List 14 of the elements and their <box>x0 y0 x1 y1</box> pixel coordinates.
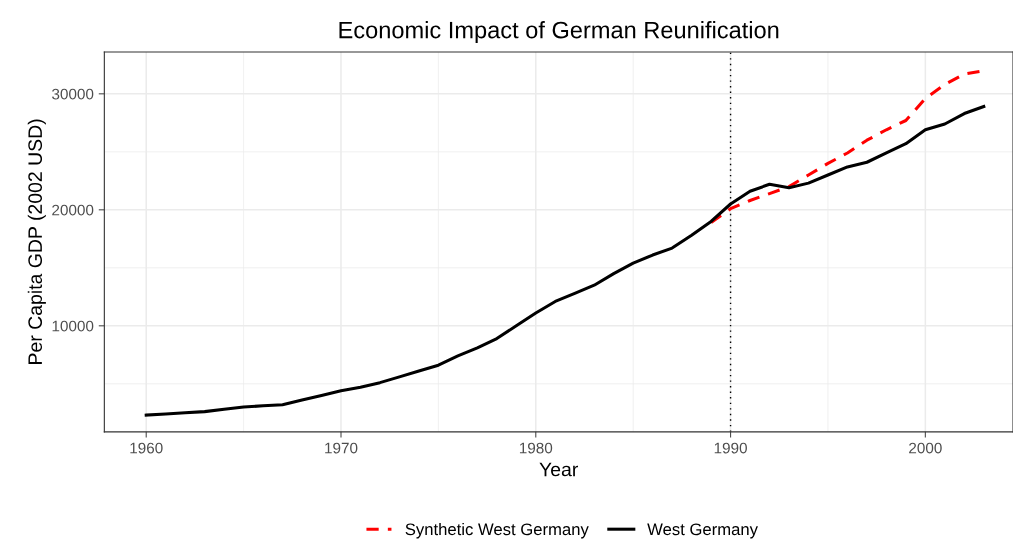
y-tick-label: 30000 <box>52 88 94 100</box>
x-tick-label: 1970 <box>325 442 358 454</box>
x-axis-title: Year <box>539 462 578 477</box>
y-tick-label: 10000 <box>52 320 94 332</box>
y-axis-title: Per Capita GDP (2002 USD) <box>27 119 46 364</box>
x-tick-label: 1960 <box>130 442 163 454</box>
legend-label: Synthetic West Germany <box>405 522 589 539</box>
x-tick-label: 1990 <box>714 442 747 454</box>
chart-title: Economic Impact of German Reunification <box>339 21 779 44</box>
y-tick-label: 20000 <box>52 204 94 216</box>
legend-label: West Germany <box>647 523 758 539</box>
line-series <box>144 105 986 417</box>
x-tick-label: 1980 <box>519 442 553 454</box>
x-tick-label: 2000 <box>909 442 942 454</box>
